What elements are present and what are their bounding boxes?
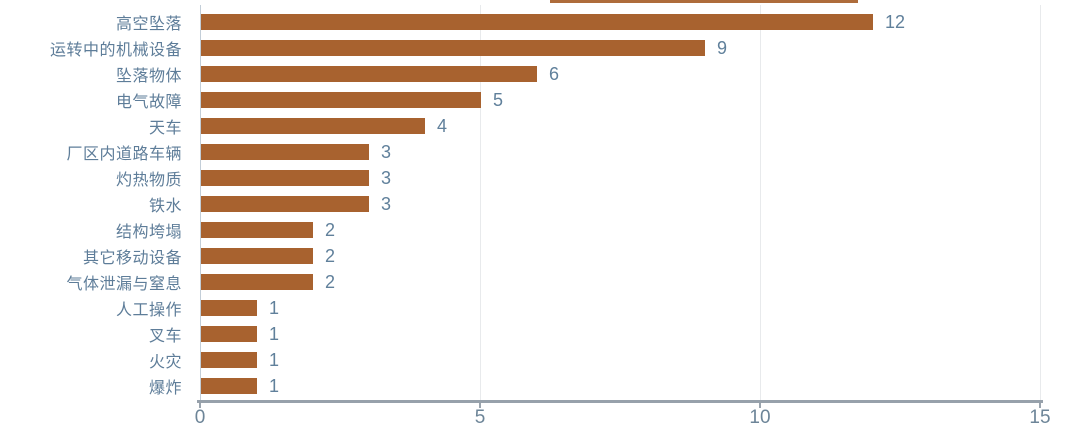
bar-row: 3	[201, 139, 905, 165]
bar-row: 9	[201, 35, 905, 61]
category-label: 天车	[148, 120, 182, 137]
category-label: 厂区内道路车辆	[66, 146, 182, 163]
bar-row: 2	[201, 269, 905, 295]
bar-value-label: 2	[325, 220, 336, 240]
bar-value-label: 2	[325, 246, 336, 266]
bar-value-label: 1	[269, 376, 280, 396]
bar	[201, 378, 257, 394]
tick-label: 5	[474, 407, 486, 428]
bar-row: 2	[201, 217, 905, 243]
bar-row: 6	[201, 61, 905, 87]
bar	[201, 66, 537, 82]
bar-value-label: 3	[381, 168, 392, 188]
bar-value-label: 1	[269, 324, 280, 344]
plot-area: 12 9 6 5 4 3 3 3 2 2 2 1 1 1 1 0 5 10 15	[195, 0, 1060, 434]
bar	[201, 118, 425, 134]
bar-row: 1	[201, 347, 905, 373]
gridline	[480, 5, 481, 400]
category-label: 坠落物体	[115, 68, 182, 85]
bar	[201, 352, 257, 368]
category-label: 人工操作	[115, 302, 182, 319]
bar	[201, 144, 369, 160]
category-label: 电气故障	[115, 94, 182, 111]
bar	[201, 170, 369, 186]
bars-container: 12 9 6 5 4 3 3 3 2 2 2 1 1 1 1	[201, 9, 905, 399]
bar-value-label: 2	[325, 272, 336, 292]
bar-value-label: 9	[717, 38, 728, 58]
category-label: 气体泄漏与窒息	[66, 276, 182, 293]
category-label: 灼热物质	[115, 172, 182, 189]
bar-value-label: 6	[549, 64, 560, 84]
gridline	[760, 5, 761, 400]
bar-row: 1	[201, 321, 905, 347]
tick-mark	[759, 403, 761, 408]
bar-value-label: 3	[381, 142, 392, 162]
category-label: 运转中的机械设备	[49, 42, 182, 59]
tick-label: 0	[194, 407, 206, 428]
category-label: 火灾	[148, 354, 182, 371]
category-label: 其它移动设备	[82, 250, 182, 267]
bar-value-label: 12	[885, 12, 906, 32]
category-label: 铁水	[148, 198, 182, 215]
bar	[201, 40, 705, 56]
bar	[201, 92, 481, 108]
bar-row: 1	[201, 373, 905, 399]
bar	[201, 248, 313, 264]
bar-row: 5	[201, 87, 905, 113]
category-label: 结构垮塌	[115, 224, 182, 241]
cropped-bar-sliver	[550, 0, 858, 3]
bar-value-label: 1	[269, 298, 280, 318]
category-label: 叉车	[148, 328, 182, 345]
tick-mark	[1039, 403, 1041, 408]
bar	[201, 196, 369, 212]
bar	[201, 326, 257, 342]
bar-row: 3	[201, 191, 905, 217]
bar	[201, 300, 257, 316]
y-axis-line	[200, 5, 201, 400]
x-axis-line	[197, 400, 1043, 403]
tick-mark	[479, 403, 481, 408]
tick-label: 10	[749, 407, 771, 428]
bar	[201, 274, 313, 290]
tick-mark	[199, 403, 201, 408]
category-label: 爆炸	[148, 380, 182, 397]
bar-row: 3	[201, 165, 905, 191]
bar-value-label: 4	[437, 116, 448, 136]
bar-value-label: 5	[493, 90, 504, 110]
bar-value-label: 1	[269, 350, 280, 370]
bar-value-label: 3	[381, 194, 392, 214]
category-label: 高空坠落	[115, 16, 182, 33]
bar-row: 1	[201, 295, 905, 321]
bar-row: 4	[201, 113, 905, 139]
bar	[201, 222, 313, 238]
bar-row: 2	[201, 243, 905, 269]
category-labels-column: 高空坠落运转中的机械设备坠落物体电气故障天车厂区内道路车辆灼热物质铁水结构垮塌其…	[0, 9, 182, 399]
gridline	[1040, 5, 1041, 400]
bar-row: 12	[201, 9, 905, 35]
tick-label: 15	[1029, 407, 1051, 428]
bar	[201, 14, 873, 30]
